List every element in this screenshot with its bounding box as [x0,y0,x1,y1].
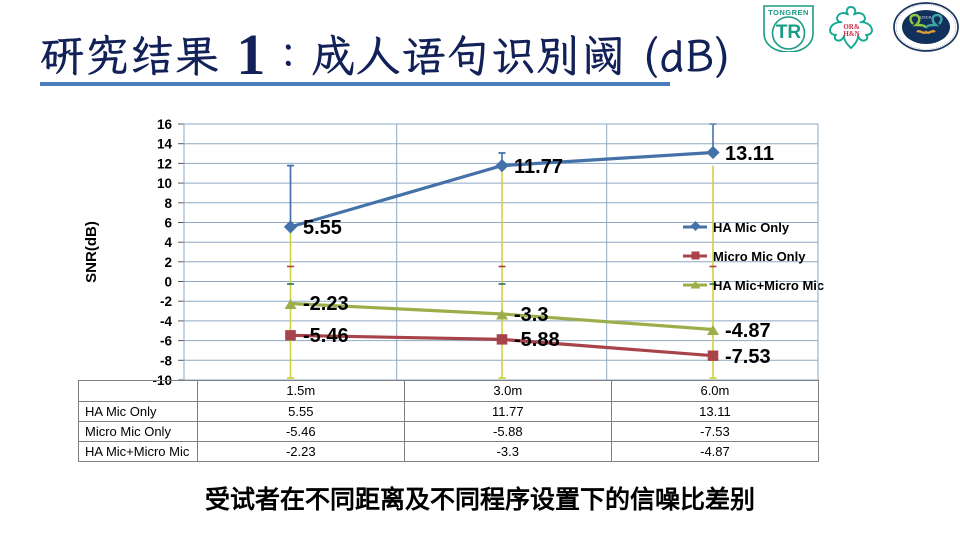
svg-text:Micro Mic Only: Micro Mic Only [713,249,806,264]
svg-text:8: 8 [164,196,172,211]
svg-text:-8: -8 [160,353,172,368]
svg-text:5.55: 5.55 [303,217,342,239]
svg-text:SNR(dB): SNR(dB) [83,221,100,283]
svg-text:-5.88: -5.88 [514,329,560,351]
svg-text:10: 10 [157,176,172,191]
svg-text:12: 12 [157,156,172,171]
svg-text:16: 16 [157,117,173,132]
svg-text:11.77: 11.77 [514,156,563,178]
svg-text:4: 4 [164,235,172,250]
svg-text:2: 2 [164,255,172,270]
svg-text:-6: -6 [160,334,172,349]
svg-text:-2.23: -2.23 [303,293,349,315]
svg-text:6: 6 [164,216,172,231]
svg-text:13.11: 13.11 [725,143,774,165]
svg-text:HA Mic Only: HA Mic Only [713,220,790,235]
svg-text:-7.53: -7.53 [725,346,771,368]
svg-text:-5.46: -5.46 [303,325,349,347]
svg-text:-4.87: -4.87 [725,320,771,342]
svg-text:-4: -4 [160,314,172,329]
svg-text:-2: -2 [160,294,172,309]
svg-text:HA Mic+Micro Mic: HA Mic+Micro Mic [713,278,824,293]
svg-text:-3.3: -3.3 [514,304,548,326]
svg-text:14: 14 [157,137,173,152]
svg-text:0: 0 [164,275,172,290]
